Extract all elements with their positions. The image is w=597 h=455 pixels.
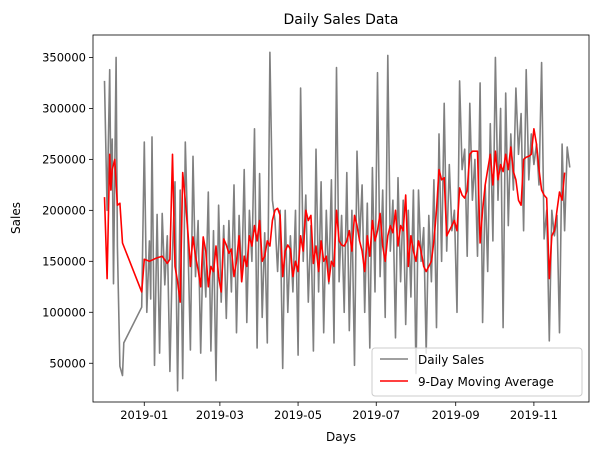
x-tick-label: 2019-01 — [120, 408, 168, 422]
y-tick-label: 100000 — [42, 305, 86, 319]
x-tick-label: 2019-05 — [274, 408, 322, 422]
legend-label-daily-sales: Daily Sales — [418, 353, 484, 367]
y-tick-label: 50000 — [49, 356, 86, 370]
x-axis-label: Days — [326, 430, 356, 444]
y-axis: 50000 100000 150000 200000 250000 300000 35000… — [42, 50, 93, 370]
series-line-moving-average — [103, 128, 566, 303]
x-tick-label: 2019-03 — [196, 408, 244, 422]
x-tick-label: 2019-11 — [510, 408, 558, 422]
y-axis-label: Sales — [9, 202, 23, 234]
series-layer — [103, 51, 571, 392]
legend: Daily Sales 9-Day Moving Average — [371, 347, 583, 397]
y-tick-label: 250000 — [42, 152, 86, 166]
x-tick-label: 2019-09 — [432, 408, 480, 422]
plot-area — [92, 34, 590, 403]
x-tick-label: 2019-07 — [352, 408, 400, 422]
y-tick-label: 200000 — [42, 203, 86, 217]
y-tick-label: 350000 — [42, 50, 86, 64]
plot-frame — [92, 34, 590, 403]
legend-label-moving-average: 9-Day Moving Average — [418, 375, 554, 389]
x-axis: 2019-01 2019-03 2019-05 2019-07 2019-09 2019-… — [120, 402, 558, 422]
y-tick-label: 300000 — [42, 101, 86, 115]
legend-box — [371, 347, 583, 397]
y-tick-label: 150000 — [42, 254, 86, 268]
chart-title: Daily Sales Data — [283, 12, 398, 28]
